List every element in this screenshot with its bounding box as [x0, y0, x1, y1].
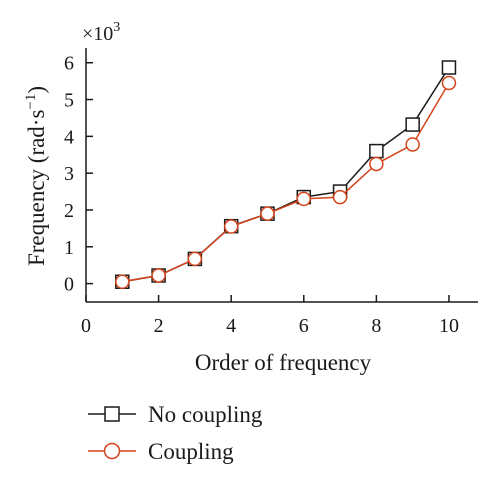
data-point-no-coupling — [369, 143, 384, 159]
data-point-coupling — [151, 268, 166, 283]
data-point-no-coupling — [405, 117, 420, 132]
series-layer — [115, 60, 457, 290]
y-tick-label: 6 — [64, 53, 74, 75]
legend-label-coupling: Coupling — [148, 439, 234, 464]
series-line-no-coupling — [122, 67, 450, 283]
y-tick-label: 3 — [64, 163, 74, 185]
y-tick-label: 5 — [64, 90, 74, 112]
legend-item-no-coupling: No coupling — [88, 402, 263, 427]
data-point-coupling — [296, 191, 312, 207]
x-ticks: 0 2 4 6 8 10 — [81, 295, 459, 337]
data-point-coupling — [260, 206, 275, 221]
y-tick-label: 0 — [64, 274, 74, 296]
x-tick-label: 2 — [154, 315, 164, 337]
data-point-coupling — [332, 189, 348, 205]
legend-marker-circle — [103, 442, 121, 460]
y-tick-label: 4 — [64, 126, 74, 148]
data-point-coupling — [369, 156, 384, 172]
data-point-coupling — [405, 137, 420, 152]
x-tick-label: 10 — [439, 315, 459, 337]
data-point-no-coupling — [441, 60, 457, 75]
data-point-coupling — [187, 251, 203, 267]
series-line-coupling — [122, 82, 450, 283]
y-multiplier: ×103 — [82, 20, 120, 45]
y-axis-label: Frequency (rad·s−1) — [23, 86, 49, 266]
legend: No coupling Coupling — [88, 402, 263, 464]
y-ticks: 0 1 2 3 4 5 6 — [64, 53, 93, 296]
y-tick-label: 1 — [64, 237, 74, 259]
legend-item-coupling: Coupling — [88, 439, 234, 464]
data-point-coupling — [115, 274, 130, 290]
data-point-coupling — [223, 219, 239, 234]
y-tick-label: 2 — [64, 200, 74, 222]
legend-label-no-coupling: No coupling — [148, 402, 263, 427]
series-coupling — [115, 75, 457, 290]
series-no-coupling — [115, 60, 457, 290]
x-axis-label: Order of frequency — [195, 350, 372, 375]
axes — [85, 48, 478, 303]
x-tick-label: 8 — [371, 315, 381, 337]
x-tick-label: 6 — [299, 315, 309, 337]
x-tick-label: 0 — [81, 315, 91, 337]
legend-marker-square — [104, 406, 120, 422]
data-point-coupling — [441, 75, 457, 91]
x-tick-label: 4 — [226, 315, 236, 337]
